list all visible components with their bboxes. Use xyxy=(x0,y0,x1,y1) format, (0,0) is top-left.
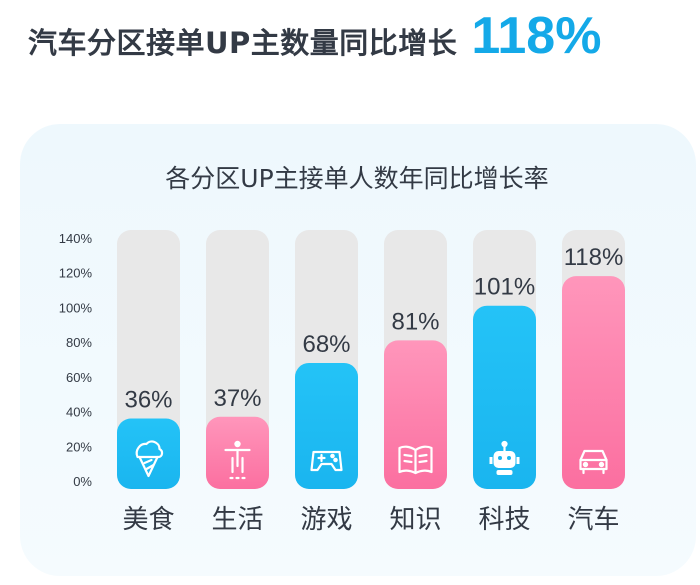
y-tick-label: 20% xyxy=(66,439,92,454)
chart-title: 各分区UP主接单人数年同比增长率 xyxy=(165,164,548,193)
y-tick-label: 100% xyxy=(59,300,93,315)
data-label: 36% xyxy=(124,387,172,414)
category-label: 科技 xyxy=(478,505,530,535)
category-label: 美食 xyxy=(122,505,174,535)
y-tick-label: 80% xyxy=(66,335,92,350)
category-label: 汽车 xyxy=(567,505,619,535)
gamepad-icon xyxy=(310,450,343,472)
category-label: 游戏 xyxy=(300,505,352,535)
person-icon xyxy=(224,440,251,480)
data-label: 81% xyxy=(391,308,439,335)
bar xyxy=(295,362,358,489)
car-icon xyxy=(579,449,608,475)
data-label: 68% xyxy=(302,331,350,358)
bar xyxy=(117,418,180,489)
book-icon xyxy=(398,445,433,475)
data-label: 37% xyxy=(213,385,261,412)
y-tick-label: 0% xyxy=(73,474,92,489)
y-tick-label: 120% xyxy=(59,266,93,281)
data-label: 101% xyxy=(474,274,535,301)
robot-icon xyxy=(489,440,520,475)
bar xyxy=(473,305,536,489)
headline-value: 118% xyxy=(471,7,602,65)
bar xyxy=(562,276,625,489)
ice-cream-icon xyxy=(135,440,164,478)
headline-text: 汽车分区接单UP主数量同比增长 xyxy=(28,26,458,60)
y-tick-label: 140% xyxy=(59,231,93,246)
category-label: 生活 xyxy=(211,505,263,535)
y-tick-label: 60% xyxy=(66,370,92,385)
category-label: 知识 xyxy=(389,505,441,535)
headline: 汽车分区接单UP主数量同比增长 118% xyxy=(28,6,601,66)
data-label: 118% xyxy=(564,244,624,271)
y-tick-label: 40% xyxy=(66,405,92,420)
